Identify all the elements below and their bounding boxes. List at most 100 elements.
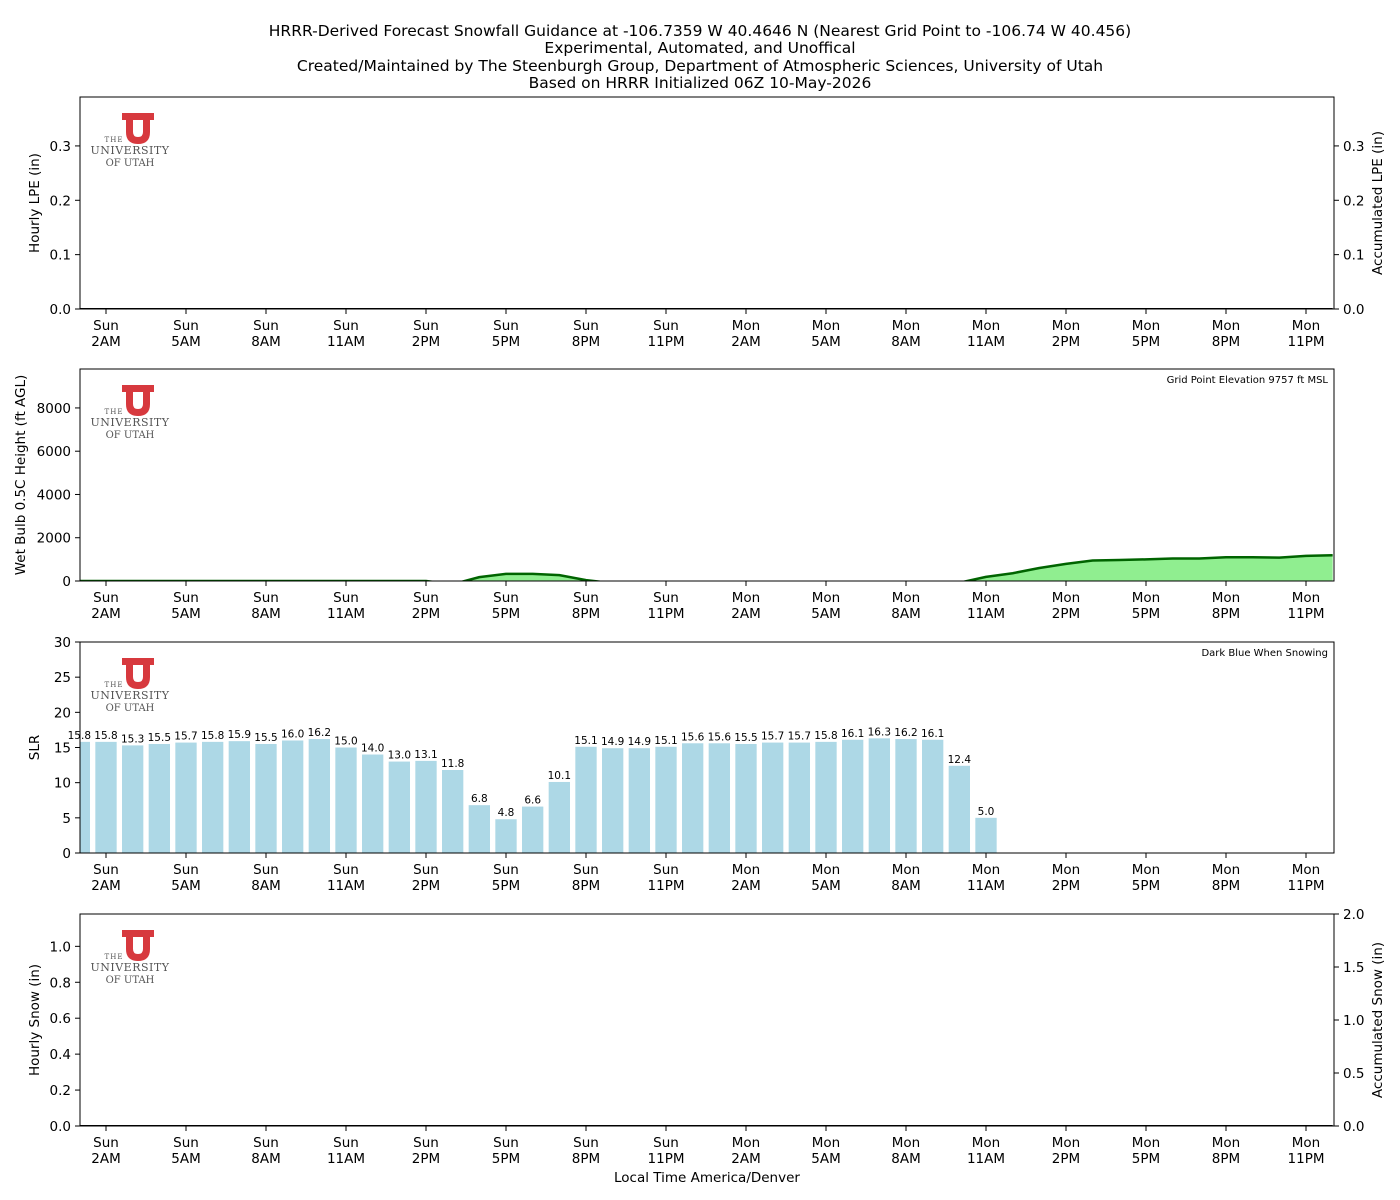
slr-bar <box>80 741 90 853</box>
x-tick-label-day: Mon <box>1212 590 1240 606</box>
x-tick-label-day: Sun <box>413 1135 439 1151</box>
y2-tick-label: 1.5 <box>1343 960 1364 976</box>
y-tick-label: 0.0 <box>50 1119 71 1135</box>
y2-tick-label: 1.0 <box>1343 1013 1364 1029</box>
x-tick-label-day: Sun <box>653 862 679 878</box>
y-axis-label: Hourly LPE (in) <box>27 153 43 253</box>
logo-line-the: THE <box>105 953 124 961</box>
y-tick-label: 15 <box>54 741 71 757</box>
y2-axis-label: Accumulated LPE (in) <box>1370 131 1386 275</box>
slr-bar <box>415 760 437 853</box>
x-tick-label-time: 8PM <box>572 606 600 622</box>
slr-bar <box>282 740 304 853</box>
x-tick-label-day: Sun <box>573 1135 599 1151</box>
x-tick-label-time: 5AM <box>811 334 840 350</box>
y-tick-label: 5 <box>62 811 71 827</box>
x-tick-label-time: 2AM <box>91 1151 120 1167</box>
y-tick-label: 0.8 <box>50 975 71 991</box>
x-tick-label-day: Sun <box>93 862 119 878</box>
x-tick-label-time: 11AM <box>327 606 365 622</box>
slr-bar <box>815 741 837 853</box>
plot-frame <box>79 96 1335 310</box>
slr-bar <box>522 806 544 853</box>
y-axis-label: SLR <box>27 735 43 760</box>
x-tick-label-day: Mon <box>732 590 760 606</box>
x-tick-label-time: 2PM <box>412 334 440 350</box>
y-tick-label: 0 <box>62 846 71 862</box>
plot-frame <box>79 913 1335 1127</box>
x-tick-label-time: 2AM <box>91 606 120 622</box>
x-tick-label-day: Sun <box>333 862 359 878</box>
x-tick-label-time: 11PM <box>1288 878 1325 894</box>
slr-bar-label: 15.1 <box>574 735 597 747</box>
plot-frame <box>79 368 1335 582</box>
y-tick-label: 0.6 <box>50 1011 71 1027</box>
x-tick-label-time: 5AM <box>171 1151 200 1167</box>
x-tick-label-day: Sun <box>413 862 439 878</box>
x-tick-label-day: Sun <box>253 318 279 334</box>
slr-bar <box>468 805 490 853</box>
x-axis-label: Local Time America/Denver <box>614 1170 800 1186</box>
slr-bar <box>228 741 250 853</box>
slr-bar <box>548 781 570 853</box>
slr-bar <box>735 743 757 853</box>
x-tick-label-day: Sun <box>253 1135 279 1151</box>
slr-bar-label: 15.7 <box>761 731 784 743</box>
x-tick-label-time: 11AM <box>967 1151 1005 1167</box>
x-tick-label-day: Mon <box>892 862 920 878</box>
x-tick-label-time: 8PM <box>1212 878 1240 894</box>
wet-bulb-line <box>80 554 1333 581</box>
title-line-2: Experimental, Automated, and Unoffical <box>544 39 855 57</box>
logo-line-of-utah: OF UTAH <box>106 158 155 169</box>
x-tick-label-day: Mon <box>892 318 920 334</box>
x-tick-label-day: Mon <box>972 862 1000 878</box>
x-tick-label-time: 8PM <box>1212 334 1240 350</box>
x-tick-label-time: 11AM <box>327 878 365 894</box>
x-tick-label-day: Mon <box>892 590 920 606</box>
slr-bar <box>308 739 330 853</box>
x-tick-label-time: 5AM <box>811 878 840 894</box>
x-tick-label-time: 5PM <box>1132 1151 1160 1167</box>
x-tick-label-day: Mon <box>1132 318 1160 334</box>
x-tick-label-day: Mon <box>1052 318 1080 334</box>
slr-bar-label: 6.6 <box>524 795 541 807</box>
slr-bar-label: 11.8 <box>441 758 464 770</box>
y-tick-label: 0.1 <box>50 248 71 264</box>
x-tick-label-time: 8AM <box>891 878 920 894</box>
slr-bar-label: 15.5 <box>734 732 757 744</box>
x-tick-label-time: 2AM <box>731 334 760 350</box>
x-tick-label-day: Mon <box>1292 590 1320 606</box>
x-tick-label-time: 8AM <box>251 606 280 622</box>
x-tick-label-day: Mon <box>1132 590 1160 606</box>
x-tick-label-time: 2AM <box>731 878 760 894</box>
panel-slr: 15.8 15.8 15.3 15.5 15.7 15.8 15.9 15.5 16.0 16.2… <box>27 635 1335 894</box>
slr-bar-label: 12.4 <box>948 754 972 766</box>
x-tick-label-day: Sun <box>173 862 199 878</box>
x-tick-label-time: 2PM <box>1052 606 1080 622</box>
y2-axis-label: Accumulated Snow (in) <box>1370 942 1386 1098</box>
x-tick-label-time: 5PM <box>492 1151 520 1167</box>
x-tick-label-day: Mon <box>812 862 840 878</box>
x-tick-label-day: Sun <box>173 590 199 606</box>
x-tick-label-time: 2AM <box>91 878 120 894</box>
slr-bar-label: 16.1 <box>921 728 944 740</box>
x-tick-label-day: Mon <box>1212 862 1240 878</box>
y-tick-label: 4000 <box>37 487 71 503</box>
slr-bar <box>362 754 384 853</box>
slr-bar-label: 15.8 <box>201 730 224 742</box>
plot-area <box>80 738 997 853</box>
x-tick-label-time: 11AM <box>967 334 1005 350</box>
y-tick-label: 0.3 <box>50 139 71 155</box>
x-tick-label-time: 2AM <box>731 1151 760 1167</box>
x-tick-label-day: Sun <box>173 318 199 334</box>
x-tick-label-day: Sun <box>253 590 279 606</box>
slr-bar-label: 15.6 <box>681 731 705 743</box>
